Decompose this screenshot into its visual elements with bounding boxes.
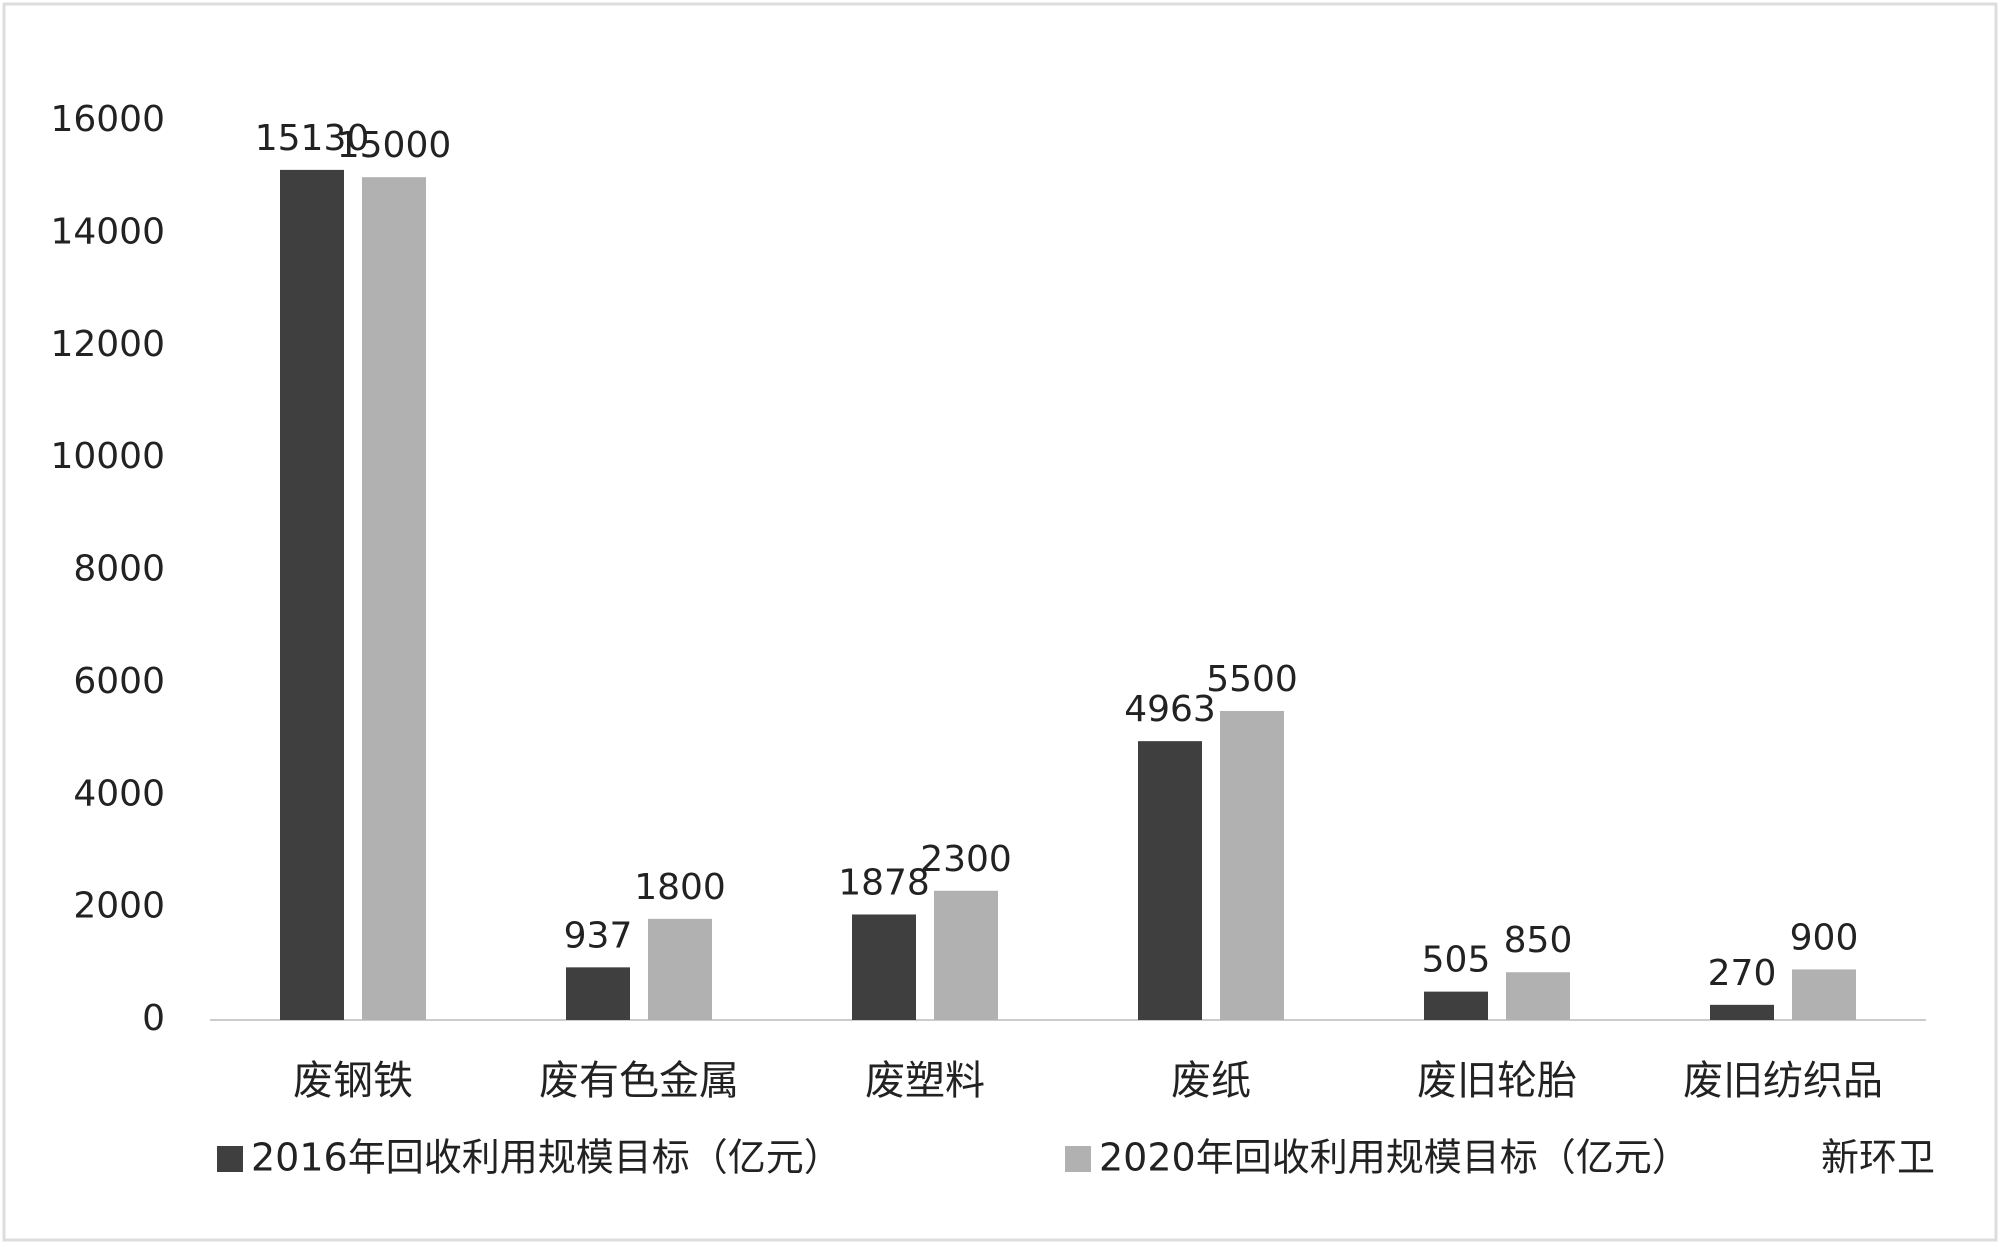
value-label: 2300	[920, 839, 1012, 880]
legend-swatch	[217, 1146, 243, 1172]
y-tick-label: 0	[142, 998, 165, 1039]
legend-label: 2020年回收利用规模目标（亿元）	[1099, 1136, 1690, 1180]
legend-swatch	[1065, 1146, 1091, 1172]
value-label: 850	[1504, 920, 1573, 961]
value-label: 15130	[255, 118, 370, 159]
value-label: 15000	[337, 125, 452, 166]
bar	[934, 890, 998, 1020]
y-tick-label: 8000	[73, 549, 165, 590]
bar	[852, 914, 916, 1020]
bar	[1424, 991, 1488, 1020]
bar	[362, 177, 426, 1020]
x-tick-label: 废塑料	[865, 1058, 985, 1104]
x-tick-label: 废旧轮胎	[1417, 1058, 1577, 1104]
y-tick-label: 14000	[50, 211, 165, 252]
watermark: 新环卫	[1821, 1136, 1935, 1180]
value-label: 270	[1708, 953, 1777, 994]
y-tick-label: 16000	[50, 99, 165, 140]
value-label: 900	[1790, 917, 1859, 958]
x-tick-label: 废钢铁	[293, 1058, 413, 1104]
x-tick-label: 废旧纺织品	[1683, 1058, 1883, 1104]
bar	[1792, 969, 1856, 1020]
value-label: 937	[564, 915, 633, 956]
bar	[566, 967, 630, 1020]
y-tick-label: 6000	[73, 661, 165, 702]
bar	[1138, 741, 1202, 1020]
y-tick-label: 2000	[73, 886, 165, 927]
value-label: 5500	[1206, 659, 1298, 700]
y-tick-label: 10000	[50, 436, 165, 477]
bar	[648, 918, 712, 1020]
x-tick-label: 废有色金属	[539, 1058, 739, 1104]
bar	[1220, 710, 1284, 1020]
value-label: 505	[1422, 940, 1491, 981]
bar	[1710, 1004, 1774, 1020]
bar	[280, 169, 344, 1020]
x-tick-label: 废纸	[1171, 1058, 1251, 1104]
value-label: 1878	[838, 862, 930, 903]
bar	[1506, 972, 1570, 1020]
y-tick-label: 12000	[50, 324, 165, 365]
legend-label: 2016年回收利用规模目标（亿元）	[251, 1136, 842, 1180]
y-tick-label: 4000	[73, 773, 165, 814]
value-label: 4963	[1124, 689, 1216, 730]
value-label: 1800	[634, 867, 726, 908]
